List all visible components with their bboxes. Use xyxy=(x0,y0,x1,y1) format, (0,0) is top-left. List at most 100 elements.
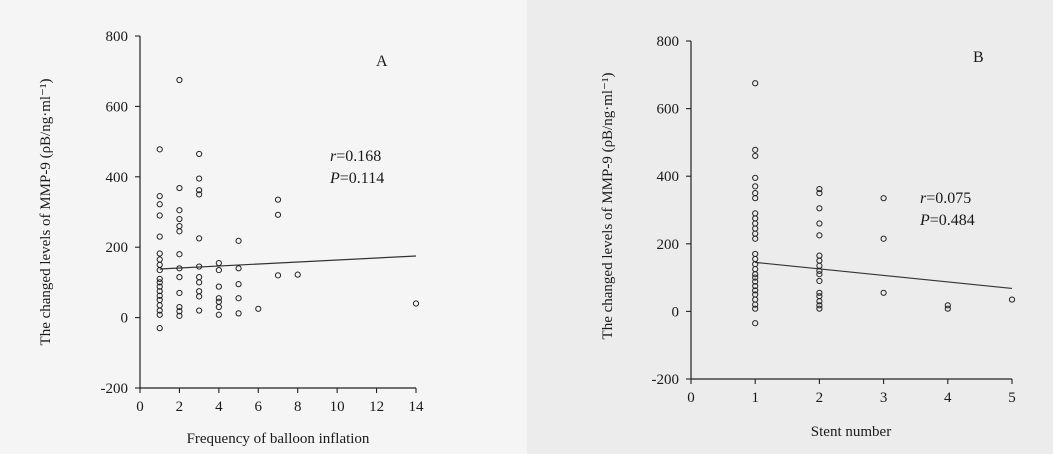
panel-b-data-point xyxy=(752,174,759,181)
panel-b-data-point xyxy=(816,262,823,269)
panel-a-data-point xyxy=(156,146,163,153)
panel-b-data-point xyxy=(816,267,823,274)
panel-a-y-tick-label: 200 xyxy=(106,240,129,256)
panel-a-data-point xyxy=(156,311,163,318)
panel-b-data-point xyxy=(752,210,759,217)
panel-a-data-point xyxy=(176,274,183,281)
panel-b-data-point xyxy=(752,271,759,278)
panel-b-p-value: =0.484 xyxy=(930,212,975,229)
panel-a: A r=0.168 P=0.114 Frequency of balloon i… xyxy=(38,36,416,447)
panel-a-data-point xyxy=(215,303,222,311)
panel-b-y-axis-title: The changed levels of MMP-9 (ρB/ng·ml⁻¹) xyxy=(600,73,616,340)
panel-b-data-point xyxy=(816,185,823,193)
panel-a-data-point xyxy=(235,310,242,317)
panel-a-data-point xyxy=(156,292,163,299)
panel-b-x-tick-label: 2 xyxy=(816,390,824,406)
panel-a-data-point xyxy=(215,295,222,302)
panel-a-data-point xyxy=(274,272,282,279)
panel-a-letter: A xyxy=(376,53,388,70)
panel-a-data-point xyxy=(196,191,203,198)
panel-b-data-point xyxy=(752,152,759,160)
panel-b-data-point xyxy=(752,260,759,268)
panel-a-data-point xyxy=(196,150,203,158)
panel-b-regression-line xyxy=(755,261,1013,290)
panel-a-data-point xyxy=(196,187,203,194)
panel-a-data-point xyxy=(196,288,203,295)
panel-b-data-point xyxy=(752,230,759,237)
panel-a-y-axis-title: The changed levels of MMP-9 (ρB/ng·ml⁻¹) xyxy=(38,79,54,346)
panel-b-data-point xyxy=(752,282,759,290)
panel-a-data-point xyxy=(235,295,242,302)
panel-a-data-point xyxy=(176,265,183,272)
panel-a-regression-line xyxy=(159,255,417,270)
panel-a-data-point xyxy=(215,259,222,267)
panel-b-y-tick-label: 0 xyxy=(672,304,680,320)
panel-a-x-tick-label: 0 xyxy=(136,399,144,415)
panel-a-data-point xyxy=(235,281,242,288)
panel-a-y-tick-label: 800 xyxy=(106,29,129,45)
panel-b-y-tick-label: 800 xyxy=(657,34,680,50)
panel-a-data-point xyxy=(412,300,420,307)
panel-b-data-point xyxy=(816,190,823,197)
panel-b-r-value: =0.075 xyxy=(926,190,971,207)
panel-a-data-point xyxy=(156,302,163,309)
panel-a-data-point xyxy=(196,175,203,182)
panel-a-data-point xyxy=(196,274,203,281)
panel-a-data-point xyxy=(176,215,183,223)
panel-b-data-point xyxy=(752,183,759,190)
panel-a-data-point xyxy=(156,283,163,290)
panel-b-data-point xyxy=(752,215,759,222)
panel-a-data-point xyxy=(196,279,203,286)
panel-b-letter: B xyxy=(973,49,984,66)
panel-a-data-point xyxy=(176,303,183,311)
panel-a-data-point xyxy=(176,207,183,214)
panel-b-data-point xyxy=(752,255,759,263)
panel-a-data-point xyxy=(176,184,183,192)
panel-a-data-point xyxy=(156,193,163,200)
panel-a-data-point xyxy=(255,305,262,312)
panel-b-y-tick-label: 600 xyxy=(657,102,680,118)
panel-a-background xyxy=(0,0,527,454)
panel-b-y-tick-label: 400 xyxy=(657,169,680,185)
panel-a-data-point xyxy=(156,256,163,263)
panel-a-y-tick-label: 400 xyxy=(106,170,129,186)
panel-b-data-point xyxy=(752,287,759,294)
panel-a-data-point xyxy=(176,251,183,258)
panel-b-data-point xyxy=(752,305,759,312)
panel-a-r-stat: r=0.168 xyxy=(330,148,381,165)
panel-b-data-point xyxy=(752,146,759,153)
panel-b-data-point xyxy=(752,235,759,242)
panel-b-y-tick-label: 200 xyxy=(657,237,680,253)
panel-b-data-point xyxy=(880,235,887,242)
panel-b-data-point xyxy=(752,320,759,327)
panel-b-marks: -200 0 200 400 600 800 0 1 2 3 4 5 xyxy=(652,34,1016,406)
panel-a-data-point xyxy=(156,288,163,295)
panel-a-data-point xyxy=(196,307,203,314)
panel-b-data-point xyxy=(816,232,823,239)
panel-b-r-stat: r=0.075 xyxy=(920,190,971,207)
panel-b-background xyxy=(527,0,1053,454)
panel-b-data-point xyxy=(816,293,823,300)
panel-a-y-tick-label: 0 xyxy=(121,311,129,327)
panel-a-data-point xyxy=(156,307,163,314)
panel-a-data-point xyxy=(156,250,163,257)
panel-a-data-point xyxy=(235,237,242,244)
panel-b-data-point xyxy=(816,257,823,264)
panel-b-data-point xyxy=(944,302,951,309)
panel-a-data-point xyxy=(215,283,222,290)
panel-a-data-point xyxy=(176,76,183,84)
panel-a-data-point xyxy=(156,325,163,332)
panel-a-y-tick-label: -200 xyxy=(101,381,129,397)
panel-b-data-point xyxy=(816,271,823,278)
panel-a-x-tick-label: 6 xyxy=(255,399,263,415)
panel-b-p-stat: P=0.484 xyxy=(919,212,975,229)
panel-b-x-tick-label: 0 xyxy=(687,390,695,406)
panel-b-x-tick-label: 3 xyxy=(880,390,888,406)
panel-b-data-point xyxy=(816,305,823,312)
panel-a-data-point xyxy=(196,263,203,270)
panel-a-r-label: r xyxy=(330,148,337,165)
panel-b-x-tick-label: 1 xyxy=(751,390,759,406)
panel-b-data-point xyxy=(752,274,759,281)
